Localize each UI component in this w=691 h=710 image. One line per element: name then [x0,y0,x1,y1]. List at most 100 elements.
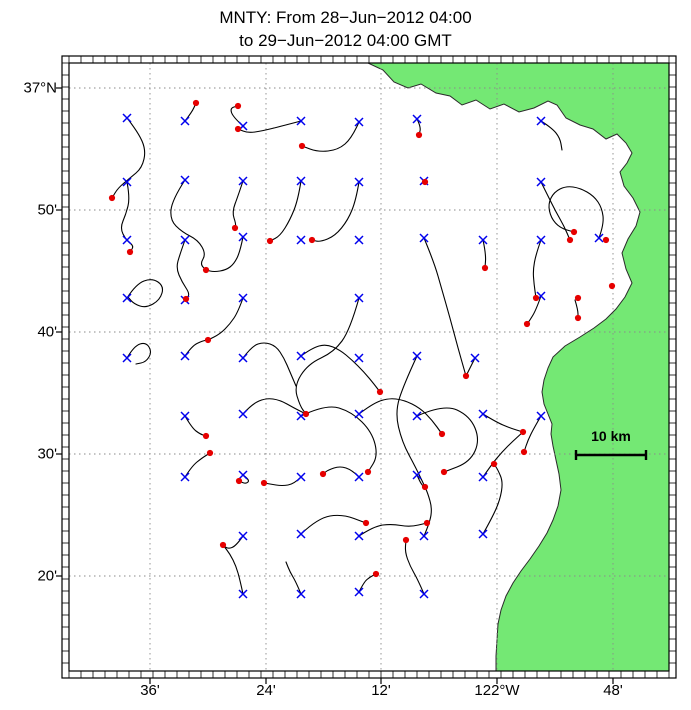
start-marker-x [122,235,132,245]
trajectory-path [482,413,524,433]
start-marker-x [238,353,248,363]
start-marker-x [478,472,488,482]
trajectory-path [111,117,146,199]
end-marker-dot [602,236,610,244]
start-marker-x [412,114,422,124]
end-marker-dot [415,131,423,139]
trajectory-path [184,415,207,437]
trajectory-path [176,239,190,300]
trajectory-path [482,463,503,535]
start-marker-x [354,531,364,541]
map-frame [56,55,677,684]
start-marker-x [419,531,429,541]
trajectory-path [207,297,244,341]
end-marker-dot [376,388,384,396]
end-marker-dot [234,125,242,133]
y-axis-tick-label: 40' [37,323,57,341]
end-marker-dot [298,142,306,150]
start-marker-x [296,116,306,126]
plot-area [69,63,669,671]
start-marker-x [478,235,488,245]
trajectory-path [237,120,302,133]
start-marker-x [180,116,190,126]
end-marker-dot [523,320,531,328]
y-axis-tick-label: 50' [37,201,57,219]
scale-bar [574,450,648,460]
land-polygon [367,63,669,671]
y-axis-tick-label: 37°N [23,79,57,97]
y-axis-tick-label: 20' [37,567,57,585]
end-marker-dot [481,264,489,272]
start-marker-x [354,117,364,127]
x-axis-tick-label: 24' [256,682,276,699]
trajectory-path [358,398,443,435]
trajectory-path [120,181,134,253]
start-marker-x [180,175,190,185]
end-marker-dot [520,448,528,456]
plot-title-line1: MNTY: From 28−Jun−2012 04:00 [219,8,472,27]
end-marker-dot [574,314,582,322]
trajectory-path [230,105,244,127]
start-marker-x [478,529,488,539]
trajectory-path [205,236,244,273]
end-marker-dot [402,536,410,544]
end-marker-dot [231,224,239,232]
start-marker-x [180,351,190,361]
trajectory-path [285,561,302,595]
end-marker-dot [234,102,242,110]
start-marker-x [180,235,190,245]
scale-bar-label: 10 km [591,428,631,444]
start-marker-x [412,470,422,480]
trajectory-path [242,342,297,387]
end-marker-dot [126,248,134,256]
start-marker-x [180,411,190,421]
end-marker-dot [206,449,214,457]
end-marker-dot [570,228,578,236]
end-marker-dot [364,468,372,476]
trajectory-path [532,239,542,299]
trajectory-path [540,181,571,241]
end-marker-dot [462,372,470,380]
trajectory-path [322,466,360,478]
trajectory-path [540,120,563,151]
trajectory-path [222,544,244,595]
start-marker-x [180,472,190,482]
end-marker-dot [108,194,116,202]
trajectory-path [222,535,244,549]
trajectory-path [232,180,244,229]
start-marker-x [412,351,422,361]
trajectory-path [482,431,524,478]
trajectory-path [423,486,432,537]
start-marker-x [238,293,248,303]
trajectory-path [311,181,360,242]
start-marker-x [122,177,132,187]
end-marker-dot [574,294,582,302]
end-marker-dot [566,236,574,244]
start-marker-x [470,353,480,363]
end-marker-dot [260,479,268,487]
start-marker-x [412,411,422,421]
trajectory-path [404,539,425,595]
start-marker-x [296,351,306,361]
trajectory-path [423,237,467,377]
trajectory-path [526,295,542,325]
trajectory-path [263,476,302,487]
end-marker-dot [202,432,210,440]
end-marker-dot [532,294,540,302]
end-marker-dot [421,483,429,491]
trajectory-path [300,406,377,473]
end-marker-dot [421,178,429,186]
start-marker-x [296,529,306,539]
trajectory-path [126,342,152,365]
end-marker-dot [490,460,498,468]
start-marker-x [536,177,546,187]
plot-title-line2: to 29−Jun−2012 04:00 GMT [239,31,452,50]
start-marker-x [536,116,546,126]
start-marker-x [238,589,248,599]
start-marker-x [354,235,364,245]
start-marker-x [238,176,248,186]
end-marker-dot [519,428,527,436]
trajectory-path [300,344,381,393]
